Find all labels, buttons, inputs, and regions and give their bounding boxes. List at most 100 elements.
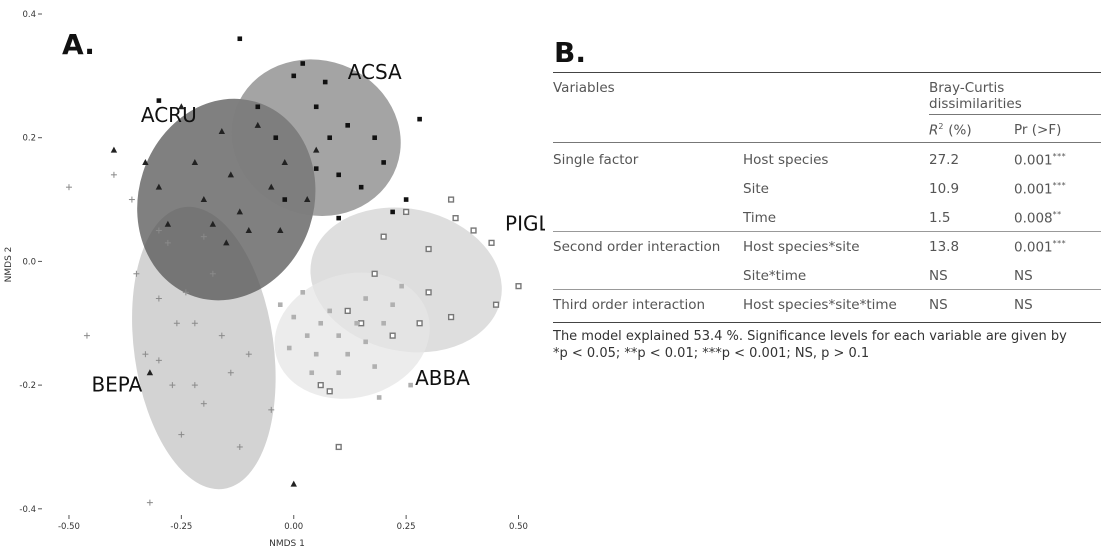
point-pigl — [326, 388, 333, 395]
point-abba — [313, 351, 319, 357]
col-header-pr: Pr (>F) — [1014, 122, 1062, 138]
point-acru — [164, 220, 172, 227]
point-bepa — [83, 332, 90, 339]
point-bepa — [169, 382, 176, 389]
point-acru — [277, 226, 284, 233]
row-variable: Host species*site — [743, 239, 860, 255]
group-label-acru: ACRU — [141, 103, 197, 127]
point-pigl — [317, 382, 324, 389]
point-abba — [291, 314, 297, 320]
point-acru — [281, 158, 288, 165]
axes: -0.50 -0.25 0.00 0.25 0.50 -0.4 -0.2 0.0 0.2 0.4 N… — [4, 10, 528, 548]
row-pr-value: 0.001*** — [1014, 152, 1067, 169]
panel-b-letter: B. — [554, 36, 586, 69]
point-pigl — [344, 307, 351, 314]
point-acsa — [156, 98, 162, 103]
point-acru — [254, 121, 261, 128]
point-bepa — [227, 369, 234, 376]
y-tick-label: -0.2 — [19, 381, 36, 391]
point-bepa — [142, 351, 149, 358]
x-tick-label: 0.00 — [284, 522, 303, 532]
point-bepa — [155, 357, 162, 364]
ellipse-acsa — [231, 59, 401, 217]
panel-a-letter: A. — [62, 28, 95, 61]
point-pigl — [515, 283, 522, 290]
row-variable: Host species — [743, 152, 829, 168]
point-acsa — [336, 215, 341, 221]
data-points — [65, 36, 522, 506]
point-abba — [286, 345, 292, 351]
point-abba — [304, 333, 310, 338]
point-pigl — [335, 443, 342, 451]
point-acsa — [327, 135, 333, 141]
point-bepa — [164, 239, 171, 246]
point-bepa — [146, 499, 153, 506]
point-pigl — [447, 313, 455, 321]
point-acsa — [300, 61, 306, 66]
point-acsa — [282, 197, 288, 202]
row-variable: Site — [743, 181, 769, 197]
group-ellipses — [132, 59, 502, 490]
row-r2-value: NS — [929, 268, 948, 284]
point-bepa — [268, 406, 275, 413]
x-tick-label: -0.50 — [58, 522, 80, 532]
row-pr-value: NS — [1014, 268, 1033, 284]
row-r2-value: NS — [929, 297, 948, 313]
point-abba — [390, 302, 395, 308]
point-bepa — [236, 443, 243, 450]
point-pigl — [470, 227, 477, 234]
row-r2-value: 27.2 — [929, 152, 960, 168]
col-group-header-line2: dissimilarities — [929, 96, 1022, 112]
point-pigl — [371, 270, 378, 277]
row-variable: Site*time — [743, 268, 807, 284]
table-bottom-rule — [553, 322, 1101, 323]
r2-symbol: R — [929, 122, 939, 139]
row-variable: Time — [743, 210, 777, 226]
row-variable: Host species*site*time — [743, 297, 897, 313]
point-acru — [227, 171, 235, 178]
point-acsa — [313, 166, 319, 171]
point-acru — [268, 183, 275, 190]
group-label-bepa: BEPA — [91, 372, 142, 396]
point-acsa — [255, 104, 261, 110]
point-abba — [399, 283, 404, 289]
point-bepa — [178, 431, 185, 438]
point-acsa — [372, 135, 377, 141]
point-abba — [300, 290, 306, 295]
row-separator — [553, 289, 1101, 290]
point-acru — [236, 208, 243, 215]
row-r2-value: 10.9 — [929, 181, 960, 197]
point-acsa — [291, 73, 297, 79]
point-bepa — [155, 295, 162, 302]
point-pigl — [425, 289, 432, 296]
row-pr-value: 0.001*** — [1014, 181, 1067, 198]
row-r2-value: 1.5 — [929, 210, 951, 226]
point-acru — [223, 239, 230, 246]
point-bepa — [218, 332, 225, 339]
point-bepa — [209, 270, 216, 277]
point-acru — [304, 196, 311, 203]
point-bepa — [133, 270, 140, 277]
col-header-r2: R2 (%) — [929, 122, 972, 139]
group-labels: BEPA ACRU ACSA PIGL ABBA — [91, 60, 545, 396]
point-bepa — [191, 382, 198, 389]
y-tick-label: 0.2 — [22, 134, 36, 144]
col-header-variables: Variables — [553, 80, 615, 96]
point-acru — [146, 369, 154, 376]
r2-unit: (%) — [943, 122, 972, 139]
table-top-rule — [553, 72, 1101, 73]
y-axis-label: NMDS 2 — [4, 247, 14, 283]
point-pigl — [380, 233, 387, 240]
point-abba — [372, 364, 377, 369]
point-acsa — [390, 209, 395, 215]
point-acru — [178, 103, 185, 110]
point-abba — [381, 320, 386, 326]
point-bepa — [173, 320, 180, 327]
point-abba — [336, 333, 341, 338]
point-acsa — [345, 123, 350, 128]
point-pigl — [488, 239, 495, 246]
point-acsa — [358, 184, 364, 190]
row-pr-value: 0.001*** — [1014, 239, 1067, 256]
row-pr-value: 0.008** — [1014, 210, 1062, 227]
point-pigl — [447, 196, 455, 203]
